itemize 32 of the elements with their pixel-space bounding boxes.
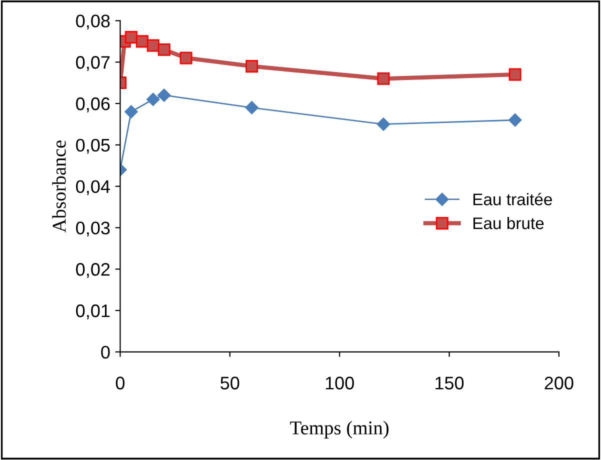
point xyxy=(157,88,171,102)
x-tick-label: 50 xyxy=(220,376,240,390)
point xyxy=(124,31,138,44)
point xyxy=(376,118,390,131)
y-tick-label: 0,03 xyxy=(76,222,110,237)
legend-label: Eau traitée xyxy=(473,192,552,206)
point xyxy=(245,101,258,114)
y-tick-label: 0,04 xyxy=(76,180,110,196)
point xyxy=(246,60,258,72)
y-tick-label: 0,05 xyxy=(76,138,110,154)
y-tick-label: 0,06 xyxy=(76,97,110,112)
y-tick-label: 0,02 xyxy=(76,263,110,278)
y-tick-label: 0,01 xyxy=(76,304,110,320)
point xyxy=(146,92,160,106)
point xyxy=(136,35,148,48)
y-tick-label: 0,07 xyxy=(76,56,110,71)
point xyxy=(124,105,138,118)
y-tick-label: 0 xyxy=(101,346,110,359)
y-tick-label: 0,08 xyxy=(76,14,110,30)
point xyxy=(158,43,170,56)
point xyxy=(508,113,522,127)
x-tick-label: 200 xyxy=(544,376,574,390)
point xyxy=(377,72,390,85)
y-axis-title: Absorbance xyxy=(52,140,66,233)
x-tick-label: 0 xyxy=(116,376,125,390)
x-tick-label: 150 xyxy=(436,376,464,390)
x-axis-title: Temps (min) xyxy=(290,420,389,438)
legend-label: Eau brute xyxy=(473,216,544,230)
x-tick-label: 100 xyxy=(326,376,354,390)
point xyxy=(180,52,192,64)
point xyxy=(508,68,522,81)
point xyxy=(146,39,160,52)
